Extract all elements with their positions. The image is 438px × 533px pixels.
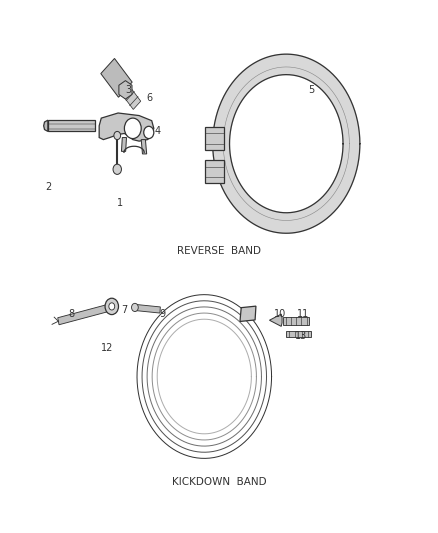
- Polygon shape: [240, 306, 256, 321]
- Circle shape: [131, 303, 138, 311]
- Polygon shape: [205, 127, 224, 150]
- Polygon shape: [99, 113, 154, 141]
- Polygon shape: [119, 80, 132, 99]
- Polygon shape: [135, 304, 160, 313]
- Text: 2: 2: [46, 182, 52, 192]
- Polygon shape: [141, 140, 147, 154]
- Text: 3: 3: [126, 85, 132, 95]
- Circle shape: [114, 132, 120, 140]
- Text: 1: 1: [117, 198, 123, 207]
- Text: 9: 9: [159, 309, 165, 319]
- Text: 11: 11: [297, 309, 309, 319]
- Text: 6: 6: [147, 93, 153, 103]
- Circle shape: [105, 298, 119, 314]
- Polygon shape: [213, 54, 360, 233]
- Text: 10: 10: [274, 309, 286, 319]
- Text: 7: 7: [121, 305, 127, 315]
- Text: 4: 4: [155, 126, 161, 136]
- Polygon shape: [286, 330, 311, 337]
- Polygon shape: [283, 317, 309, 325]
- Polygon shape: [101, 59, 132, 97]
- Polygon shape: [205, 160, 224, 183]
- Polygon shape: [112, 73, 141, 109]
- Polygon shape: [48, 120, 95, 132]
- Circle shape: [109, 303, 115, 310]
- Circle shape: [124, 118, 141, 139]
- Text: 5: 5: [308, 85, 314, 95]
- Text: 8: 8: [68, 309, 74, 319]
- Polygon shape: [121, 138, 127, 151]
- Circle shape: [113, 164, 121, 174]
- Polygon shape: [44, 120, 48, 132]
- Text: REVERSE  BAND: REVERSE BAND: [177, 246, 261, 256]
- Polygon shape: [269, 314, 282, 326]
- Text: 12: 12: [101, 343, 114, 353]
- Text: KICKDOWN  BAND: KICKDOWN BAND: [172, 478, 266, 488]
- Text: 13: 13: [295, 330, 307, 341]
- Polygon shape: [58, 305, 107, 325]
- Circle shape: [144, 126, 154, 139]
